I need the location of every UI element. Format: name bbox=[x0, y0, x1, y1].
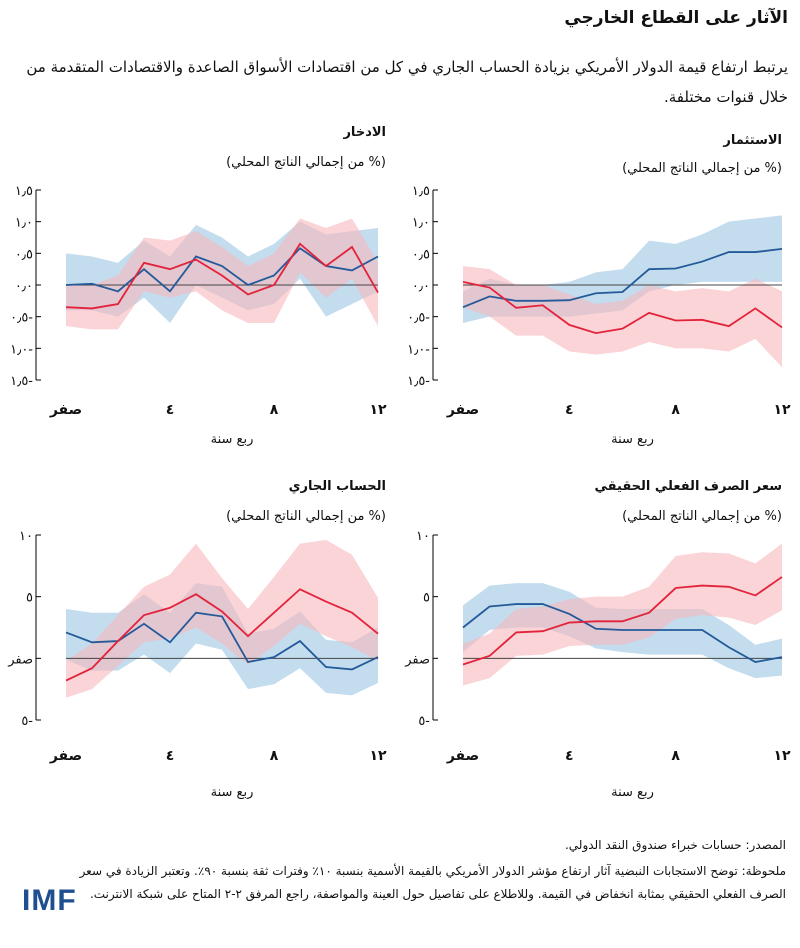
reer-red-series-line bbox=[462, 576, 783, 666]
current_account-ylabel: (% من إجمالي الناتج المحلي) bbox=[226, 509, 386, 524]
saving-red-confidence-band bbox=[66, 218, 378, 330]
saving-xlabel: ربع سنة bbox=[211, 432, 254, 447]
saving-ytick-label: ١٫٠ bbox=[15, 216, 33, 231]
investment-red-confidence-band bbox=[463, 266, 782, 368]
reer-blue-series-line bbox=[462, 603, 783, 663]
reer-xlabel: ربع سنة bbox=[611, 785, 654, 800]
current_account-red-confidence-band bbox=[66, 539, 378, 698]
saving-ytick-label: ٠٫٥- bbox=[10, 311, 33, 326]
current_account-title: الحساب الجاري bbox=[289, 479, 386, 494]
saving-xtick-label: ٤ bbox=[166, 402, 175, 418]
investment-xlabel: ربع سنة bbox=[611, 432, 654, 447]
source-note: المصدر: حسابات خبراء صندوق النقد الدولي. bbox=[564, 838, 786, 852]
investment-xtick-label: ٤ bbox=[565, 402, 574, 418]
reer-ytick-label: ٥ bbox=[423, 591, 430, 606]
methodology-note: ملحوظة: توضح الاستجابات النبضية آثار ارت… bbox=[79, 864, 786, 901]
investment-ytick-label: ١٫٥ bbox=[412, 184, 430, 199]
saving-ytick-label: ٠٫٠ bbox=[15, 279, 33, 294]
current_account-xtick-label: صفر bbox=[49, 748, 82, 764]
saving-xtick-label: صفر bbox=[49, 402, 82, 418]
current_account-ytick-label: ٥ bbox=[26, 591, 33, 606]
investment-ytick-label: ٠٫٥- bbox=[407, 311, 430, 326]
current_account-xtick-label: ١٢ bbox=[369, 748, 387, 764]
saving-ytick-label: ٠٫٥ bbox=[15, 247, 33, 262]
investment-ytick-label: ١٫٥- bbox=[407, 374, 430, 389]
investment-ytick-label: ١٫٠- bbox=[407, 342, 430, 357]
reer-ylabel: (% من إجمالي الناتج المحلي) bbox=[622, 509, 782, 524]
investment-ytick-label: ٠٫٥ bbox=[412, 247, 430, 262]
investment-xtick-label: ٨ bbox=[671, 402, 680, 418]
saving-title: الادخار bbox=[342, 125, 386, 140]
current_account-ytick-label: ١٠ bbox=[19, 529, 33, 544]
investment-ytick-label: ٠٫٠ bbox=[412, 279, 430, 294]
saving-ytick-label: ١٫٥ bbox=[15, 184, 33, 199]
saving-ylabel: (% من إجمالي الناتج المحلي) bbox=[226, 155, 386, 170]
current_account-red-series-line bbox=[65, 588, 379, 682]
investment-blue-series-line bbox=[462, 248, 783, 309]
current_account-xlabel: ربع سنة bbox=[211, 785, 254, 800]
saving-xtick-label: ٨ bbox=[270, 402, 279, 418]
saving-ytick-label: ١٫٥- bbox=[10, 374, 33, 389]
saving-ytick-label: ١٫٠- bbox=[10, 342, 33, 357]
investment-ytick-label: ١٫٠ bbox=[412, 216, 430, 231]
investment-red-series-line bbox=[462, 280, 783, 335]
saving-red-series-line bbox=[65, 242, 379, 310]
reer-ytick-label: ١٠ bbox=[416, 529, 430, 544]
investment-xtick-label: ١٢ bbox=[773, 402, 791, 418]
reer-xtick-label: ٤ bbox=[565, 748, 574, 764]
reer-title: سعر الصرف الفعلي الحقيقي bbox=[595, 479, 783, 494]
investment-ylabel: (% من إجمالي الناتج المحلي) bbox=[622, 161, 782, 176]
investment-xtick-label: صفر bbox=[446, 402, 479, 418]
reer-ytick-label: ٥- bbox=[418, 714, 430, 729]
page-title: الآثار على القطاع الخارجي bbox=[564, 8, 788, 28]
imf-logo: IMF bbox=[22, 884, 77, 917]
reer-ytick-label: صفر bbox=[404, 652, 430, 667]
reer-xtick-label: ٨ bbox=[671, 748, 680, 764]
reer-xtick-label: ١٢ bbox=[773, 748, 791, 764]
current_account-ytick-label: صفر bbox=[7, 652, 33, 667]
current_account-xtick-label: ٨ bbox=[270, 748, 279, 764]
current_account-ytick-label: ٥- bbox=[21, 714, 33, 729]
saving-xtick-label: ١٢ bbox=[369, 402, 387, 418]
investment-title: الاستثمار bbox=[722, 133, 782, 148]
reer-xtick-label: صفر bbox=[446, 748, 479, 764]
page-subtitle: يرتبط ارتفاع قيمة الدولار الأمريكي بزياد… bbox=[26, 58, 788, 106]
current_account-xtick-label: ٤ bbox=[166, 748, 175, 764]
reer-red-confidence-band bbox=[463, 543, 782, 686]
